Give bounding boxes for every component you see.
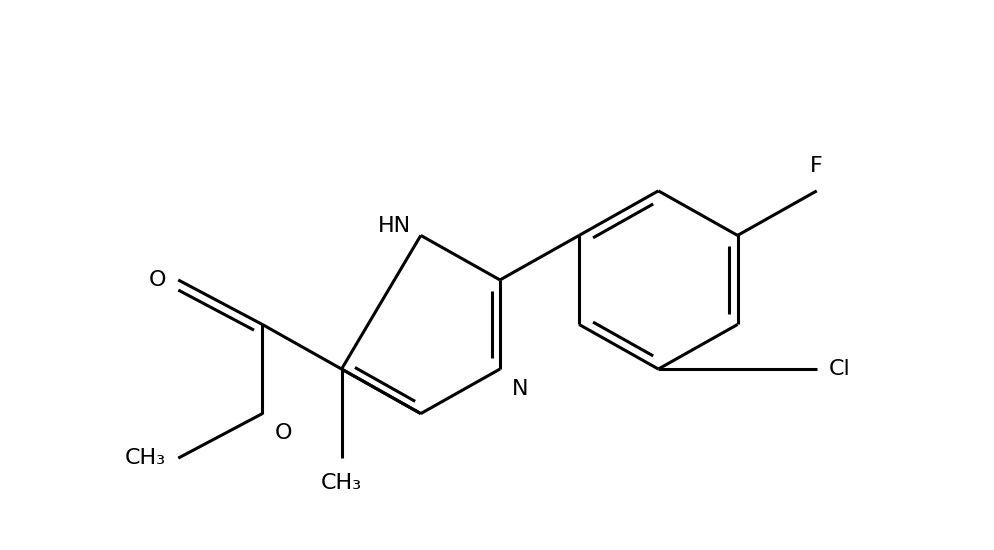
Text: Cl: Cl [829, 359, 850, 379]
Text: CH₃: CH₃ [125, 448, 166, 468]
Text: CH₃: CH₃ [321, 473, 362, 493]
Text: O: O [274, 424, 292, 443]
Text: N: N [512, 379, 529, 399]
Text: F: F [810, 156, 823, 176]
Text: HN: HN [378, 216, 411, 235]
Text: O: O [149, 270, 166, 290]
